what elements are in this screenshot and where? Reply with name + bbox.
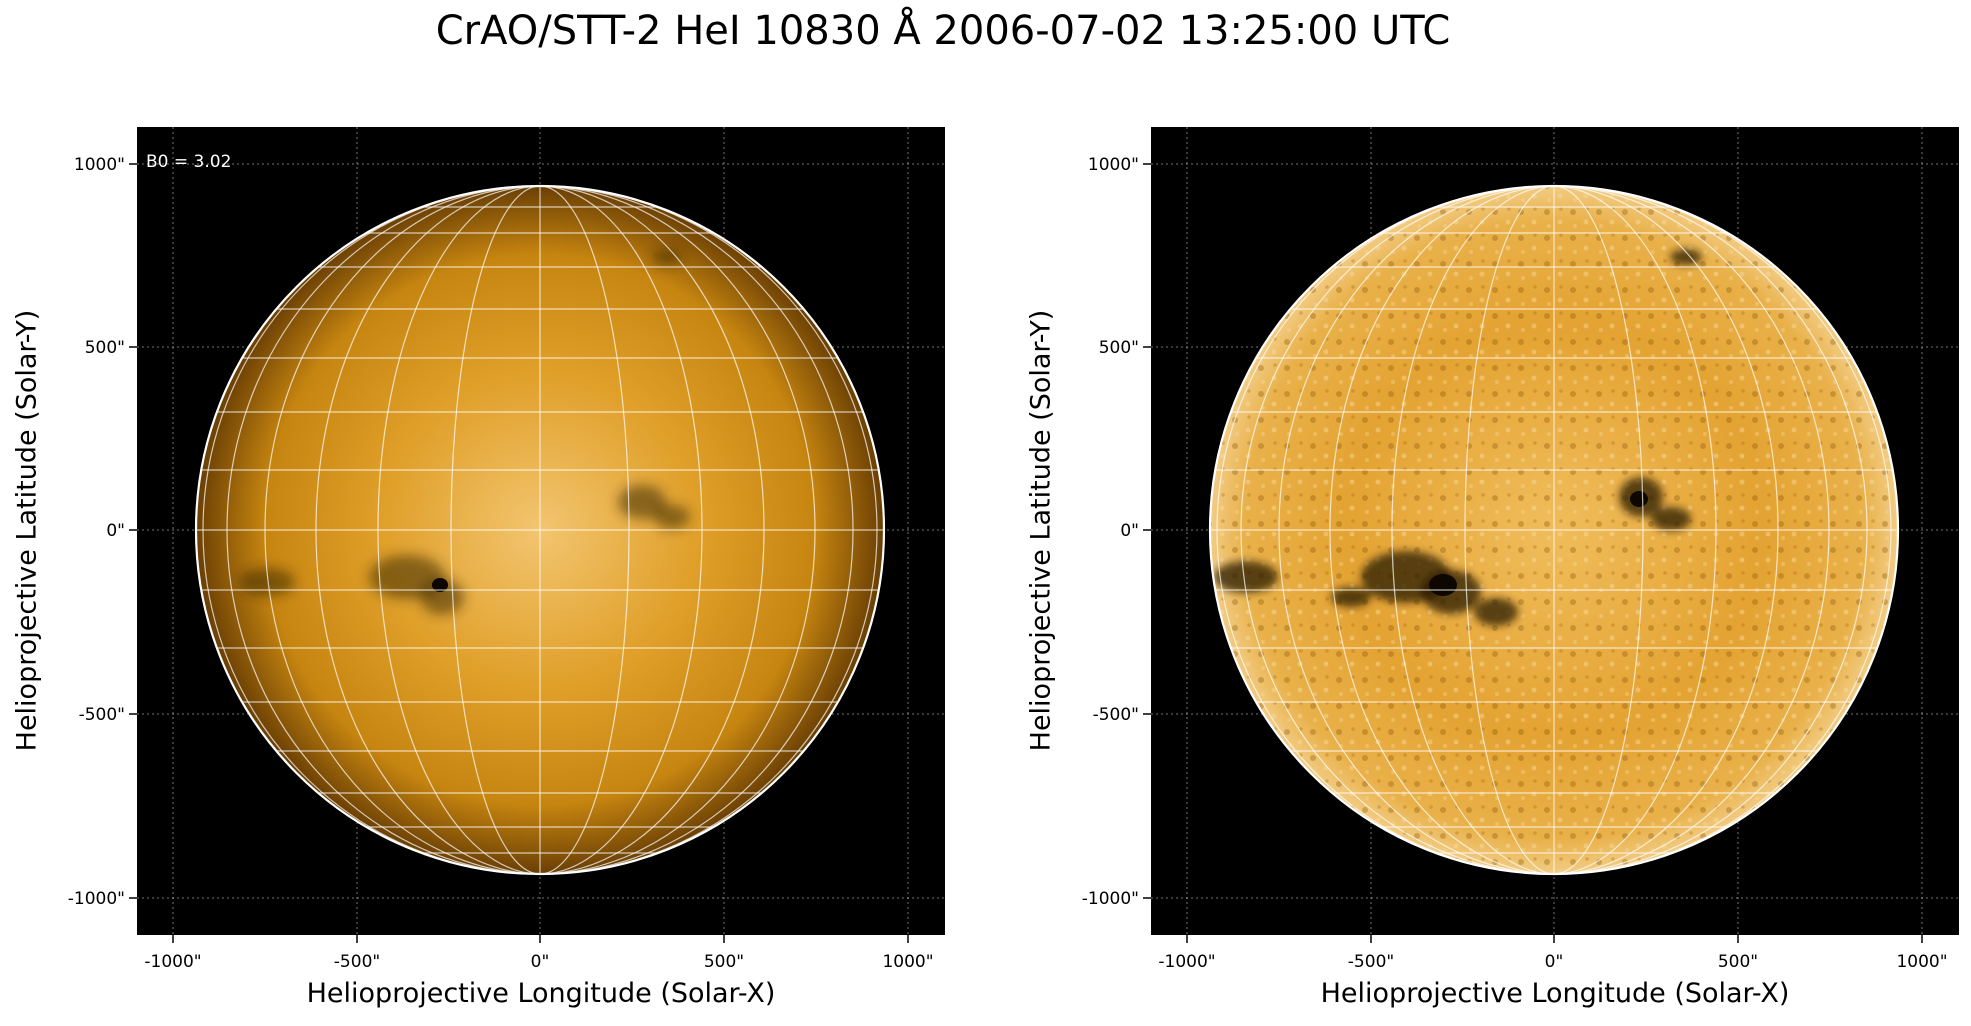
left-x-tick-label: -500" [334, 952, 380, 972]
right-y-tick-label: 1000" [1088, 155, 1139, 175]
left-x-tick-label: 1000" [882, 952, 933, 972]
left-y-tick-label: 1000" [74, 155, 125, 175]
right-y-tick-label: 500" [1099, 338, 1139, 358]
right-heliographic-grid [1210, 186, 1898, 874]
right-y-tick-label: 0" [1120, 521, 1139, 541]
left-limb-outline [194, 184, 886, 876]
left-x-tick-label: -1000" [144, 952, 201, 972]
left-heliographic-grid [196, 186, 884, 874]
left-y-tick-label: -500" [79, 705, 125, 725]
right-tick-marks [1143, 163, 1923, 943]
right-y-axis-label: Helioprojective Latitude (Solar-Y) [1025, 309, 1057, 752]
right-y-tick-label: -500" [1093, 705, 1139, 725]
right-x-tick-label: -500" [1348, 952, 1394, 972]
right-solar-image: -1000" -500" 0" 500" 1000" 1000" 500" 0"… [1082, 127, 1959, 972]
right-x-tick-label: 500" [1718, 952, 1758, 972]
left-tick-marks [129, 163, 909, 943]
right-x-tick-label: 0" [1545, 952, 1564, 972]
left-solar-image-panel: B0 = 3.02 -1000" -500" 0" 500" 1000" 100… [68, 127, 945, 972]
left-y-axis-label: Helioprojective Latitude (Solar-Y) [11, 309, 43, 752]
right-solar-image-panel: -1000" -500" 0" 500" 1000" 1000" 500" 0"… [1082, 127, 1959, 972]
right-x-tick-label: 1000" [1896, 952, 1947, 972]
left-y-tick-label: 0" [106, 521, 125, 541]
figure-title: CrAO/STT-2 HeI 10830 Å 2006-07-02 13:25:… [435, 8, 1451, 54]
right-x-tick-label: -1000" [1158, 952, 1215, 972]
left-x-tick-label: 500" [704, 952, 744, 972]
right-x-axis-label: Helioprojective Longitude (Solar-X) [1320, 978, 1790, 1009]
left-dark-features [239, 249, 690, 615]
right-limb-outline [1208, 184, 1900, 876]
right-y-tick-label: -1000" [1082, 889, 1139, 909]
left-b0-annotation: B0 = 3.02 [146, 152, 231, 172]
left-x-axis-label: Helioprojective Longitude (Solar-X) [306, 978, 776, 1009]
left-x-tick-label: 0" [531, 952, 550, 972]
left-solar-image: B0 = 3.02 -1000" -500" 0" 500" 1000" 100… [68, 127, 945, 972]
left-y-tick-label: 500" [85, 338, 125, 358]
left-y-tick-label: -1000" [68, 889, 125, 909]
